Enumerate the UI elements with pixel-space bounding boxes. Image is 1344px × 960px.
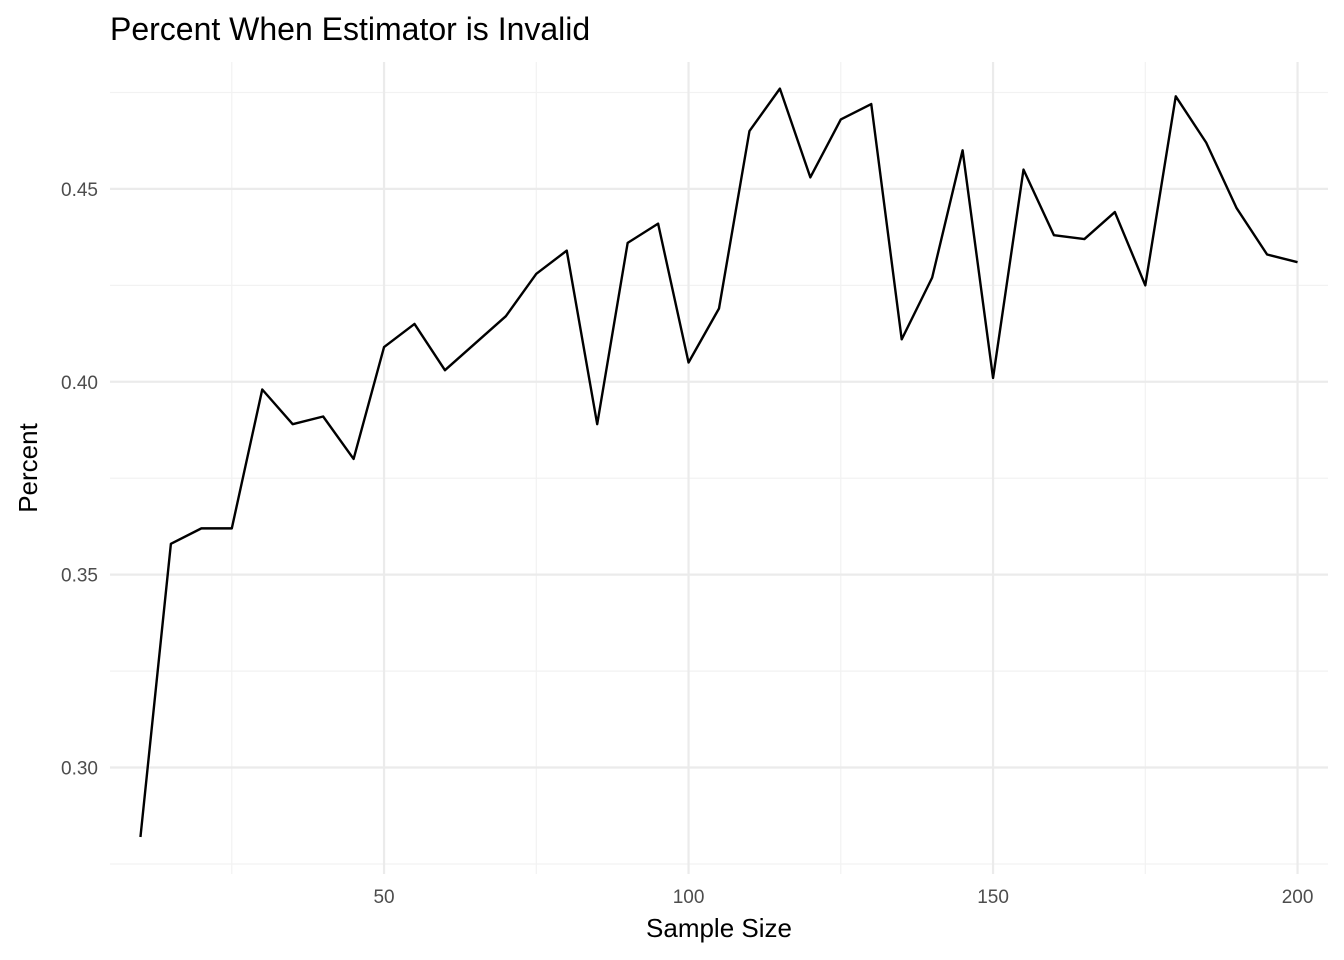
x-axis-title: Sample Size <box>646 913 792 943</box>
y-axis-title: Percent <box>13 422 43 512</box>
x-tick-label: 100 <box>673 887 705 908</box>
y-tick-label: 0.40 <box>61 373 98 394</box>
chart-title: Percent When Estimator is Invalid <box>110 11 590 47</box>
y-tick-label: 0.30 <box>61 759 98 780</box>
minor-gridlines <box>110 62 1328 874</box>
series-line <box>139 87 1298 838</box>
y-axis-tick-labels: 0.30 0.35 0.40 0.45 <box>61 180 98 780</box>
x-tick-label: 50 <box>373 887 394 908</box>
series-layer <box>139 87 1298 838</box>
x-tick-label: 200 <box>1282 887 1314 908</box>
y-tick-label: 0.35 <box>61 566 98 587</box>
y-tick-label: 0.45 <box>61 180 98 201</box>
x-tick-label: 150 <box>977 887 1009 908</box>
major-gridlines <box>110 62 1328 874</box>
x-axis-tick-labels: 50 100 150 200 <box>373 887 1313 908</box>
